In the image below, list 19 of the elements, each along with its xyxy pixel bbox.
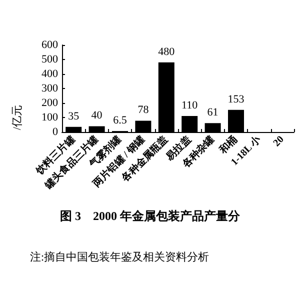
text: 注:摘自中国包装年鉴及相关资料分析 — [30, 250, 210, 264]
data-label: 6.5 — [113, 114, 128, 127]
data-label: 78 — [138, 104, 150, 116]
text: 图 3 2000 年金属包装产品产量分 — [60, 209, 241, 223]
y-tick-label: 200 — [42, 97, 58, 109]
y-tick-label: 600 — [42, 39, 58, 51]
data-label: 153 — [228, 93, 245, 106]
data-label: 110 — [182, 100, 198, 112]
x-tick-label: 20 — [271, 134, 286, 149]
y-tick-label: 0 — [52, 126, 58, 138]
y-axis-title: /亿元 — [12, 104, 24, 130]
data-label: 35 — [68, 110, 80, 122]
y-tick-label: 500 — [42, 54, 58, 66]
data-label: 61 — [207, 106, 218, 119]
data-label: 40 — [91, 110, 103, 122]
y-tick-label: 400 — [42, 68, 58, 80]
y-tick-label: 100 — [42, 112, 58, 124]
y-tick-label: 300 — [42, 82, 58, 94]
data-label: 480 — [158, 46, 176, 58]
